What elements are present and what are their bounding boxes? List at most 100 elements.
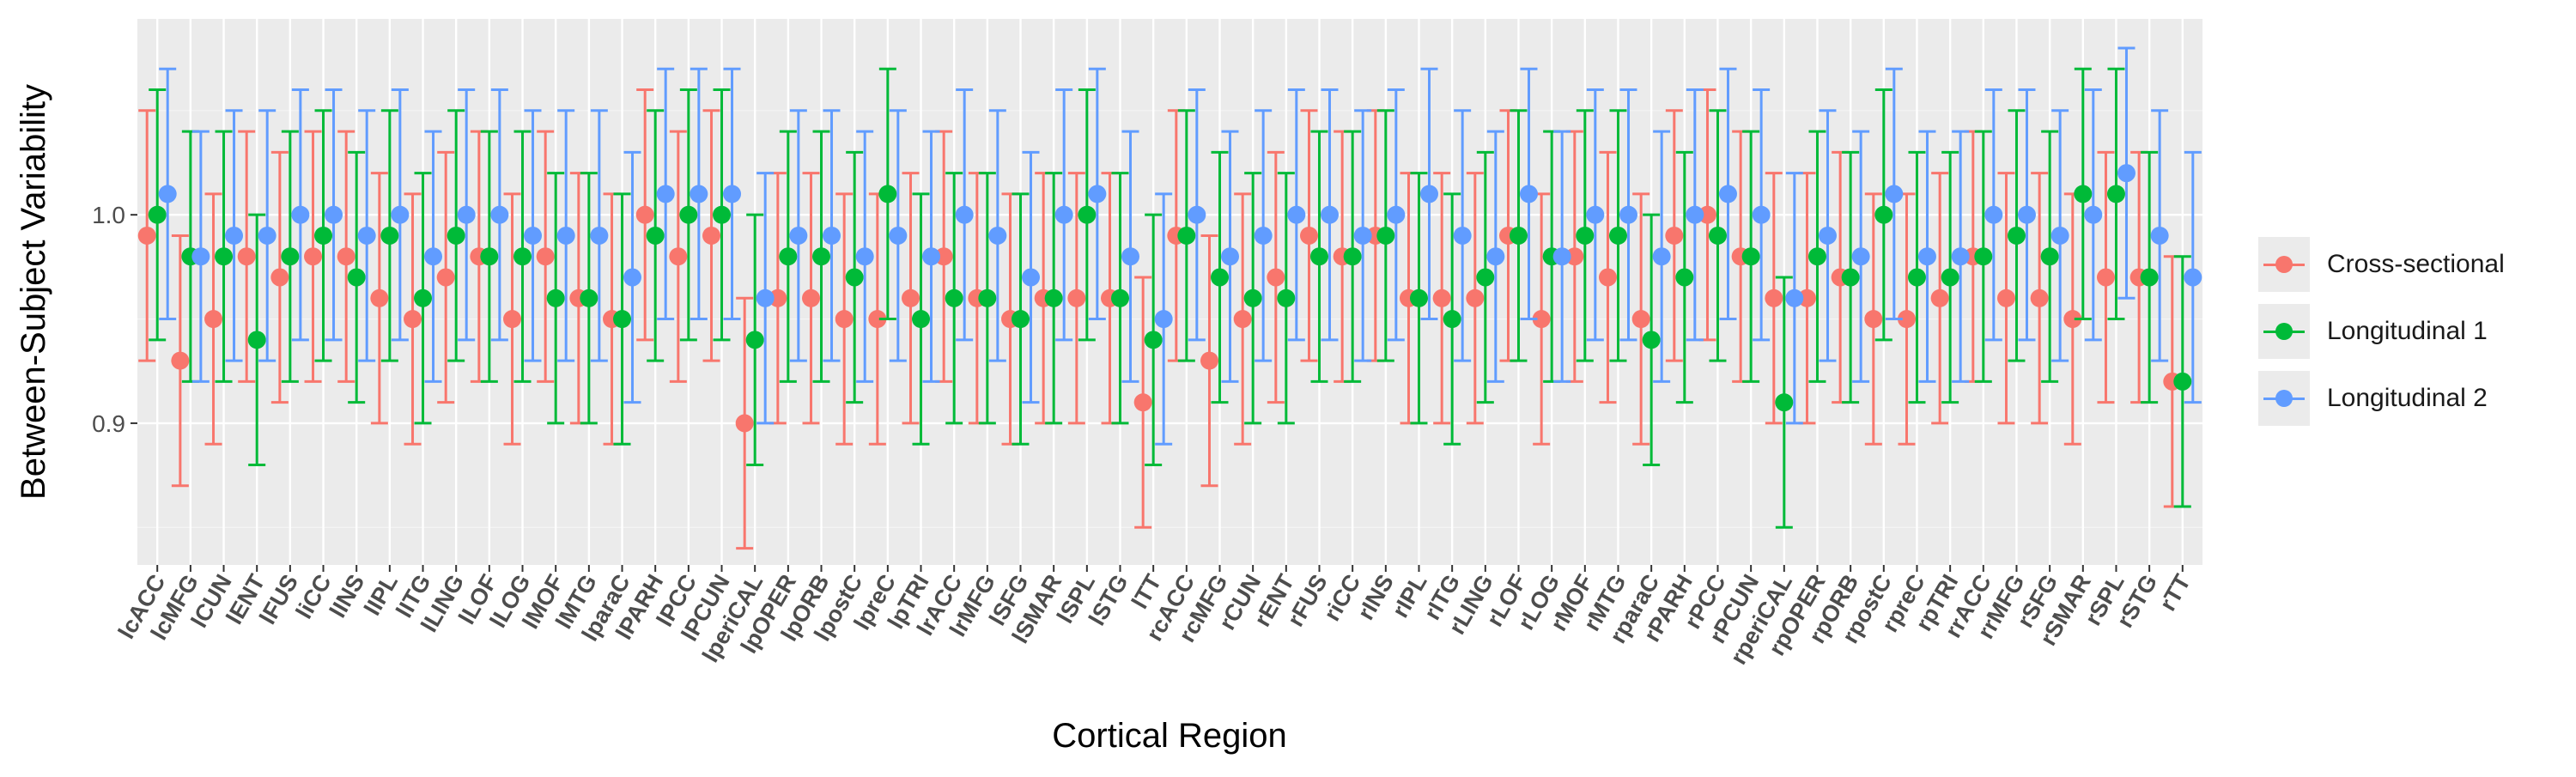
- data-point: [1642, 331, 1661, 349]
- data-point: [1044, 288, 1063, 307]
- data-point: [735, 414, 754, 433]
- data-marks: [137, 46, 2202, 550]
- data-point: [1851, 247, 1870, 266]
- data-point: [2050, 226, 2069, 245]
- y-tick-label: 0.9: [92, 410, 125, 437]
- legend: Cross-sectional Longitudinal 1 Longitudina…: [2258, 219, 2576, 432]
- data-point: [148, 205, 167, 224]
- data-point: [690, 185, 708, 203]
- data-point: [878, 185, 897, 203]
- data-point: [391, 205, 410, 224]
- data-point: [424, 247, 443, 266]
- data-point: [1054, 205, 1073, 224]
- data-point: [1254, 226, 1273, 245]
- data-point: [2030, 288, 2049, 307]
- x-tick-label: lINS: [325, 570, 369, 622]
- data-point: [1144, 331, 1163, 349]
- data-point: [845, 268, 864, 287]
- data-point: [779, 247, 798, 266]
- data-point: [802, 288, 821, 307]
- data-point: [1320, 205, 1339, 224]
- data-point: [314, 226, 333, 245]
- legend-item: Longitudinal 2: [2258, 365, 2576, 432]
- data-point: [347, 268, 366, 287]
- data-point: [1785, 288, 1804, 307]
- x-tick-label: liCC: [291, 570, 337, 623]
- data-point: [337, 247, 355, 266]
- data-point: [2017, 205, 2036, 224]
- data-point: [457, 205, 476, 224]
- data-point: [835, 310, 854, 329]
- data-point: [1432, 288, 1451, 307]
- data-point: [823, 226, 841, 245]
- data-point: [1519, 185, 1538, 203]
- data-point: [978, 288, 997, 307]
- data-point: [1885, 185, 1904, 203]
- data-point: [2117, 164, 2136, 183]
- data-point: [370, 288, 389, 307]
- data-point: [855, 247, 874, 266]
- data-point: [988, 226, 1007, 245]
- data-point: [1299, 226, 1318, 245]
- data-point: [769, 288, 787, 307]
- data-point: [258, 226, 276, 245]
- legend-key: [2258, 304, 2310, 359]
- data-point: [171, 351, 190, 370]
- data-point: [1133, 393, 1152, 412]
- data-point: [404, 310, 422, 329]
- data-point: [380, 226, 399, 245]
- data-point: [357, 226, 376, 245]
- data-point: [1608, 226, 1627, 245]
- data-point: [955, 205, 974, 224]
- data-point: [2063, 310, 2082, 329]
- data-point: [1797, 288, 1816, 307]
- legend-key-dot: [2275, 256, 2293, 273]
- series-longitudinal-2: [158, 46, 2202, 446]
- data-point: [702, 226, 721, 245]
- data-point: [1200, 351, 1218, 370]
- data-point: [2007, 226, 2026, 245]
- data-point: [137, 226, 156, 245]
- data-point: [1532, 310, 1551, 329]
- data-point: [2106, 185, 2125, 203]
- data-point: [1243, 288, 1262, 307]
- data-point: [1698, 205, 1716, 224]
- data-point: [1509, 226, 1528, 245]
- data-point: [1897, 310, 1916, 329]
- data-point: [1765, 288, 1783, 307]
- data-point: [1111, 288, 1130, 307]
- data-point: [1598, 268, 1617, 287]
- data-point: [1941, 268, 1959, 287]
- data-point: [2184, 268, 2202, 287]
- data-point: [1586, 205, 1605, 224]
- data-point: [237, 247, 256, 266]
- data-point: [1309, 247, 1328, 266]
- data-point: [270, 268, 289, 287]
- data-point: [1996, 288, 2015, 307]
- legend-item: Cross-sectional: [2258, 231, 2576, 298]
- data-point: [2096, 268, 2115, 287]
- data-point: [2140, 268, 2159, 287]
- data-point: [1552, 247, 1571, 266]
- data-point: [536, 247, 555, 266]
- data-point: [1818, 226, 1837, 245]
- legend-label: Cross-sectional: [2327, 250, 2505, 278]
- legend-key: [2258, 371, 2310, 426]
- data-point: [1267, 268, 1285, 287]
- data-point: [1121, 247, 1140, 266]
- data-point: [902, 288, 920, 307]
- data-point: [713, 205, 732, 224]
- data-point: [325, 205, 343, 224]
- data-point: [1576, 226, 1595, 245]
- data-point: [524, 226, 543, 245]
- data-point: [490, 205, 509, 224]
- y-tick-label: 1.0: [92, 202, 125, 228]
- data-point: [912, 310, 931, 329]
- data-point: [745, 331, 764, 349]
- data-point: [590, 226, 609, 245]
- data-point: [2074, 185, 2093, 203]
- data-point: [191, 247, 210, 266]
- data-point: [204, 310, 223, 329]
- data-point: [812, 247, 831, 266]
- data-point: [1419, 185, 1438, 203]
